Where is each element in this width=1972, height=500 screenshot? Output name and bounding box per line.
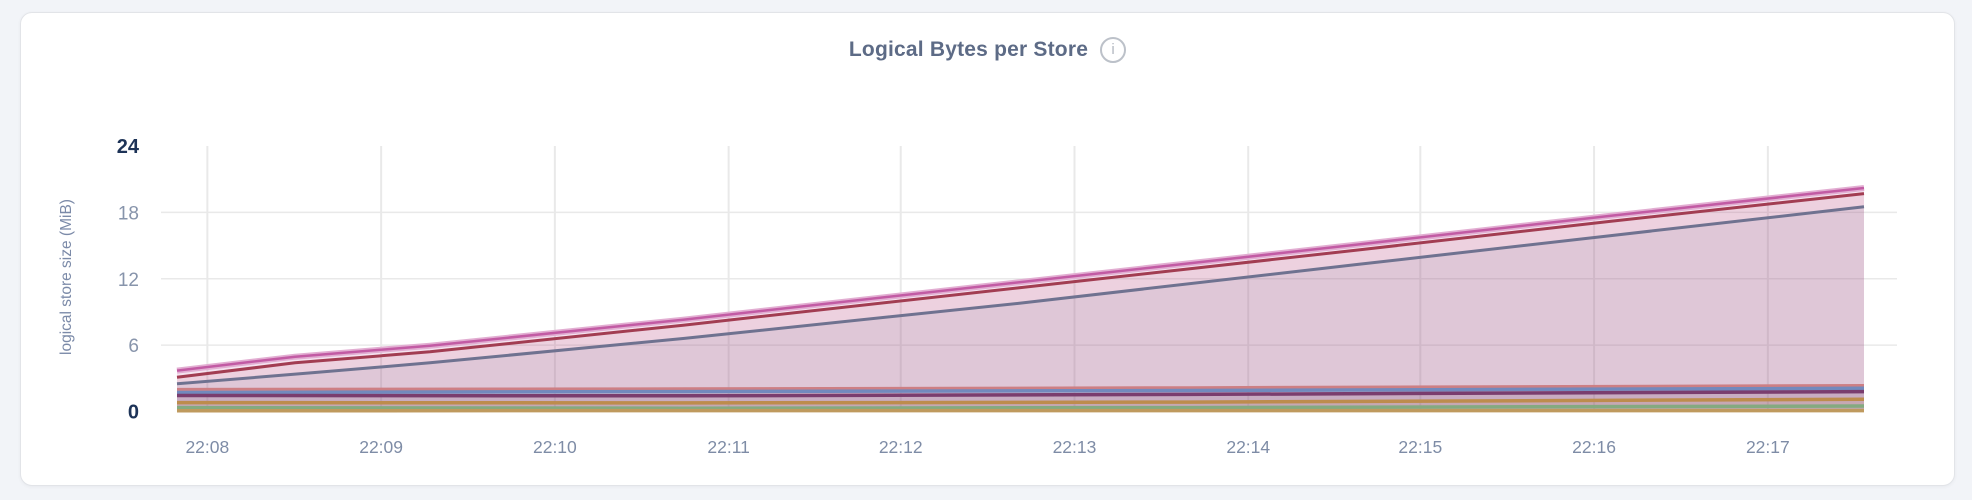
y-tick-label: 12 (118, 270, 139, 291)
y-tick-label: 6 (128, 336, 139, 357)
x-tick-label: 22:12 (879, 437, 923, 457)
x-tick-label: 22:10 (533, 437, 577, 457)
series-line-pink (176, 186, 1865, 372)
info-icon[interactable]: i (1100, 37, 1127, 63)
series-line-blue (176, 386, 1865, 395)
x-tick-label: 22:08 (185, 437, 229, 457)
x-tick-label: 22:14 (1226, 437, 1270, 457)
x-tick-label: 22:16 (1572, 437, 1616, 457)
x-tick-label: 22:09 (359, 437, 403, 457)
series-fill-pink (177, 188, 1864, 412)
chart-card: Logical Bytes per Store i logical store … (20, 12, 1955, 486)
x-tick-label: 22:11 (707, 437, 750, 457)
chart-header: Logical Bytes per Store i (21, 37, 1954, 63)
y-tick-label: 0 (128, 402, 139, 424)
x-tick-label: 22:17 (1746, 437, 1790, 457)
series-fill-slate (177, 206, 1864, 412)
series-line-rose (176, 384, 1865, 391)
series-line-purple (176, 389, 1865, 398)
series-line-slate (176, 205, 1865, 386)
series-line-green (176, 404, 1865, 410)
series-line-maroon (176, 192, 1865, 379)
x-tick-label: 22:13 (1053, 437, 1097, 457)
chart-title: Logical Bytes per Store (848, 38, 1089, 61)
y-tick-label: 18 (118, 203, 139, 224)
series-line-amber (176, 397, 1865, 405)
y-tick-label: 24 (117, 136, 140, 158)
x-tick-label: 22:15 (1398, 437, 1442, 457)
chart-svg[interactable]: 0 6 12 18 24 22:08 22:09 22:10 22:11 22:12 22:13 22… (21, 13, 1956, 487)
